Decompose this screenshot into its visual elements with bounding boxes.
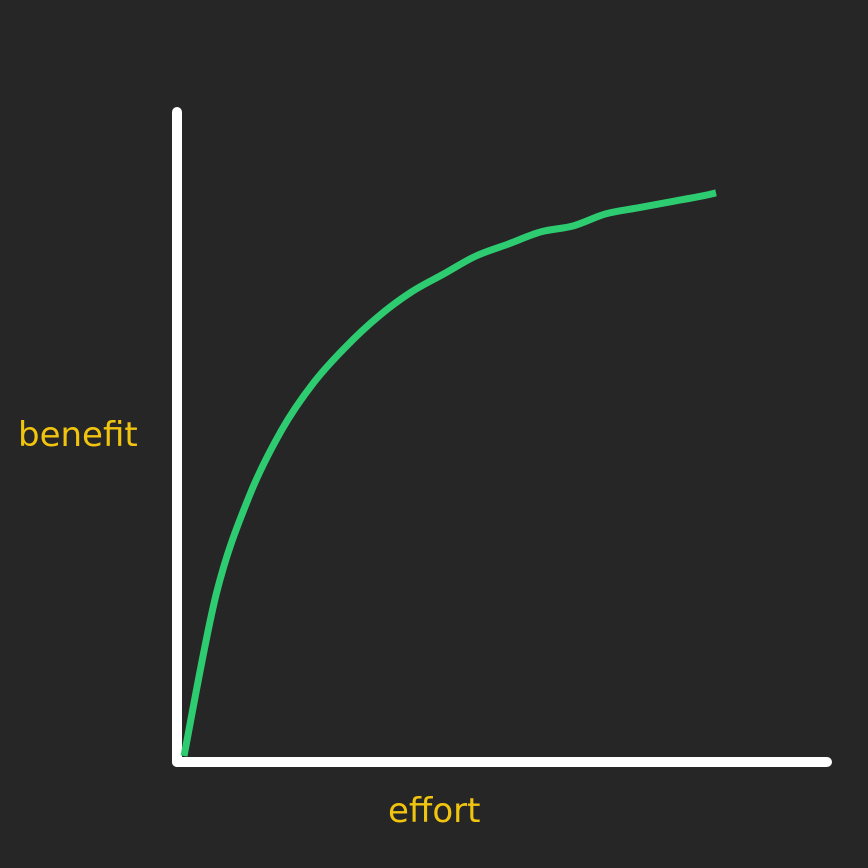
y-axis-label: benefit [18, 415, 138, 455]
series-layer [180, 189, 717, 757]
series-line-0 [180, 189, 717, 757]
x-axis-label: effort [388, 791, 481, 831]
